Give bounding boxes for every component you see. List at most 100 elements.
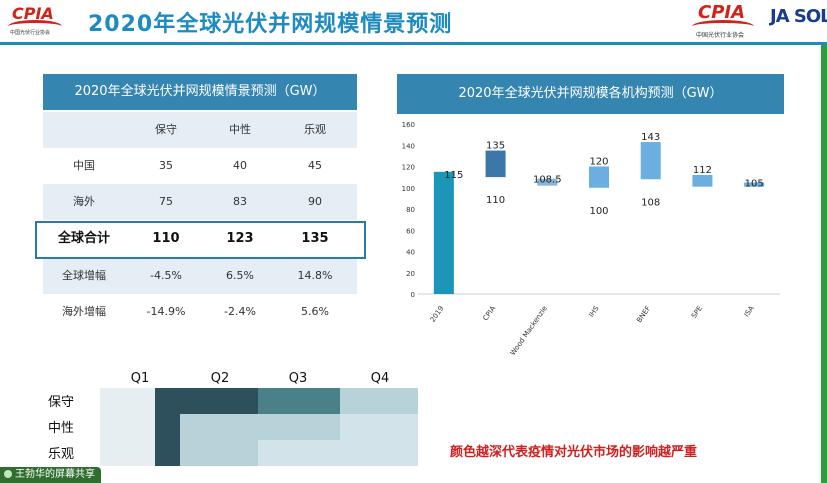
heat-cell bbox=[340, 414, 418, 440]
share-status-icon bbox=[4, 470, 12, 478]
quarter-label: Q2 bbox=[211, 371, 230, 386]
y-tick-label: 0 bbox=[411, 291, 415, 299]
y-tick-label: 20 bbox=[406, 270, 415, 278]
table-cell: 83 bbox=[233, 195, 247, 208]
y-tick-label: 80 bbox=[406, 206, 415, 214]
table-row: 中国 35 40 45 bbox=[43, 148, 357, 184]
total-highlight-box bbox=[35, 221, 366, 259]
y-tick-label: 160 bbox=[402, 121, 415, 129]
y-tick-label: 140 bbox=[402, 142, 415, 150]
heat-cell bbox=[155, 414, 180, 440]
ja-solar-logo: JA SOLA bbox=[770, 6, 827, 27]
x-tick-label: Wood Mackenzie bbox=[509, 305, 549, 357]
cpia-logo-word: CPIA bbox=[698, 2, 746, 23]
table-row-label: 海外增幅 bbox=[62, 305, 106, 318]
table-cell: 6.5% bbox=[226, 269, 254, 282]
x-tick-label: IHS bbox=[587, 304, 601, 319]
scenario-label: 中性 bbox=[48, 421, 74, 436]
table-cell: 14.8% bbox=[297, 269, 333, 282]
data-label-high: 105 bbox=[745, 178, 764, 189]
data-label-high: 108.5 bbox=[533, 175, 562, 186]
slide-title: 2020年全球光伏并网规模情景预测 bbox=[88, 12, 453, 37]
heat-note: 颜色越深代表疫情对光伏市场的影响越严重 bbox=[450, 445, 698, 460]
screen-share-indicator: 王勃华的屏幕共享 bbox=[0, 467, 101, 483]
y-tick-label: 100 bbox=[402, 185, 415, 193]
ja-logo-word: JA SOLA bbox=[770, 6, 827, 27]
quarter-label: Q4 bbox=[371, 371, 390, 386]
heat-cell bbox=[100, 440, 155, 466]
range-bar bbox=[640, 142, 661, 180]
cpia-swoosh-icon bbox=[8, 20, 62, 33]
heat-cell bbox=[155, 440, 180, 466]
range-bar bbox=[744, 182, 765, 187]
table-cell: -14.9% bbox=[146, 305, 186, 318]
x-tick-label: 2019 bbox=[429, 305, 446, 324]
table-header-cell: 乐观 bbox=[304, 123, 326, 136]
cpia-swoosh-icon bbox=[692, 20, 754, 33]
table-cell: 5.6% bbox=[301, 305, 329, 318]
heat-cell bbox=[258, 414, 340, 440]
screen-share-border bbox=[821, 45, 827, 483]
quarter-label: Q1 bbox=[131, 371, 150, 386]
heat-cell bbox=[100, 414, 155, 440]
cpia-logo-sub: 中国光伏行业协会 bbox=[696, 32, 745, 39]
scenario-label: 保守 bbox=[48, 395, 74, 410]
table-cell: -4.5% bbox=[150, 269, 182, 282]
table-header-cell: 保守 bbox=[155, 123, 177, 136]
data-label-high: 143 bbox=[641, 132, 660, 143]
cpia-logo-sub: 中国光伏行业协会 bbox=[10, 30, 51, 36]
data-label-low: 108 bbox=[641, 197, 660, 208]
cpia-logo-left: CPIA 中国光伏行业协会 bbox=[6, 4, 66, 38]
table-title: 2020年全球光伏并网规模情景预测（GW） bbox=[43, 74, 357, 110]
x-tick-label: SPE bbox=[690, 305, 704, 320]
range-bar bbox=[589, 166, 609, 188]
data-label-high: 112 bbox=[693, 165, 712, 176]
table-row: 全球增幅 -4.5% 6.5% 14.8% bbox=[43, 258, 357, 294]
scenario-label: 乐观 bbox=[48, 447, 74, 462]
table-cell: 135 bbox=[301, 231, 329, 246]
table-row-label: 海外 bbox=[73, 195, 95, 208]
table-header-cell: 中性 bbox=[229, 123, 251, 136]
table-cell: 90 bbox=[308, 195, 322, 208]
cpia-logo-word: CPIA bbox=[12, 4, 54, 23]
table-row-label: 全球合计 bbox=[57, 231, 110, 246]
range-bar bbox=[485, 150, 506, 178]
y-tick-label: 60 bbox=[406, 227, 415, 235]
table-row-label: 全球增幅 bbox=[62, 269, 106, 282]
heat-cell bbox=[258, 440, 340, 466]
table-header-cell bbox=[43, 112, 125, 148]
table-cell: 35 bbox=[159, 159, 173, 172]
slide-header: CPIA 中国光伏行业协会 2020年全球光伏并网规模情景预测 CPIA 中国光… bbox=[0, 0, 827, 45]
range-bar bbox=[537, 178, 558, 186]
table-cell: 75 bbox=[159, 195, 173, 208]
table-cell: 123 bbox=[226, 231, 254, 246]
data-label-low: 110 bbox=[486, 195, 505, 206]
table-cell: 40 bbox=[233, 159, 247, 172]
table-row: 海外 75 83 90 bbox=[43, 184, 357, 220]
data-label-high: 115 bbox=[444, 170, 463, 181]
data-label-high: 135 bbox=[486, 141, 505, 152]
x-tick-label: CPIA bbox=[481, 304, 497, 322]
heat-cell bbox=[100, 388, 155, 414]
heat-cell bbox=[340, 440, 418, 466]
scenario-table: 保守 中性 乐观 中国 35 40 45 海外 75 83 90 全球合计 11… bbox=[43, 112, 357, 330]
heat-cell bbox=[155, 388, 258, 414]
quarter-label: Q3 bbox=[289, 371, 308, 386]
x-tick-label: ISA bbox=[743, 304, 756, 318]
data-label-high: 120 bbox=[589, 157, 608, 168]
heat-cell bbox=[340, 388, 418, 414]
table-row-total: 全球合计 110 123 135 bbox=[43, 220, 357, 258]
y-tick-label: 40 bbox=[406, 249, 415, 257]
x-tick-label: BNEF bbox=[635, 305, 652, 325]
heat-cell bbox=[258, 388, 340, 414]
header-rule bbox=[0, 42, 827, 45]
table-row-label: 中国 bbox=[73, 159, 95, 172]
heat-cell bbox=[180, 414, 258, 440]
cpia-logo-right: CPIA 中国光伏行业协会 bbox=[690, 2, 758, 40]
forecast-chart: 0 20 40 60 80 100 120 140 160 115 2019 135 110 CPIA 10… bbox=[402, 121, 780, 357]
y-tick-label: 120 bbox=[402, 164, 415, 172]
table-header-row: 保守 中性 乐观 bbox=[43, 112, 357, 148]
table-cell: 45 bbox=[308, 159, 322, 172]
share-label: 王勃华的屏幕共享 bbox=[15, 469, 95, 480]
